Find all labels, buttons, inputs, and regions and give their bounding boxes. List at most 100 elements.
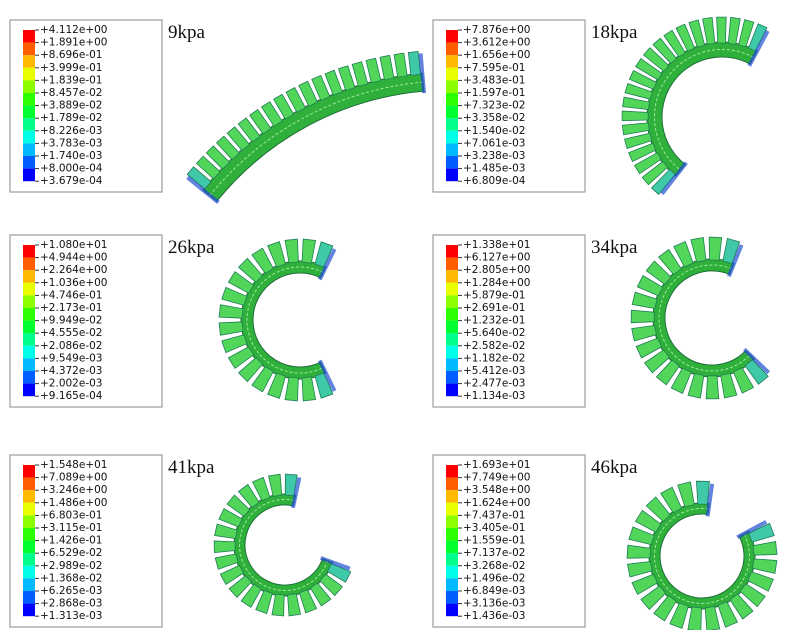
legend-label: +8.457e-02 (40, 87, 102, 99)
legend-swatch (446, 118, 458, 131)
legend-swatch (23, 358, 35, 371)
chamber (753, 542, 777, 556)
panel: +1.080e+01+4.944e+00+2.264e+00+1.036e+00… (10, 235, 335, 407)
legend-label: +6.265e-03 (40, 585, 102, 597)
legend-swatch (446, 503, 458, 516)
legend-swatch (23, 578, 35, 591)
legend-swatch (446, 490, 458, 503)
legend-swatch (23, 321, 35, 334)
chamber (728, 17, 740, 44)
chamber (705, 606, 720, 630)
legend-swatch (23, 283, 35, 296)
legend-swatch (446, 80, 458, 93)
legend-swatch (446, 384, 458, 397)
legend-label: +3.268e-02 (463, 560, 525, 572)
legend-swatch (23, 591, 35, 604)
chamber (703, 17, 715, 44)
legend-label: +3.358e-02 (463, 112, 525, 124)
chamber (269, 474, 282, 496)
chamber (622, 111, 648, 121)
legend-label: +1.891e+00 (40, 37, 107, 49)
legend-label: +1.080e+01 (40, 239, 107, 251)
legend-label: +7.137e-02 (463, 547, 525, 559)
legend-swatch (446, 106, 458, 119)
legend-label: +1.182e-02 (463, 352, 525, 364)
legend-label: +6.127e+00 (463, 252, 530, 264)
legend-label: +3.136e-03 (463, 598, 525, 610)
legend-label: +3.548e+00 (463, 484, 530, 496)
legend-swatch (446, 478, 458, 491)
legend-swatch (23, 258, 35, 271)
legend-label: +1.486e+00 (40, 497, 107, 509)
legend-swatch (446, 295, 458, 308)
chamber (215, 524, 238, 538)
legend-label: +6.803e-01 (40, 509, 102, 521)
legend-label: +9.549e-03 (40, 352, 102, 364)
panel: +1.548e+01+7.089e+00+3.246e+00+1.486e+00… (10, 455, 351, 627)
chamber (352, 62, 368, 87)
legend-label: +4.555e-02 (40, 327, 102, 339)
chamber (632, 325, 657, 341)
legend-swatch (446, 321, 458, 334)
legend-swatch (23, 143, 35, 156)
pressure-label: 26kpa (168, 237, 215, 258)
chamber (721, 373, 737, 398)
chamber (706, 376, 719, 399)
legend-swatch (23, 371, 35, 384)
legend-label: +5.640e-02 (463, 327, 525, 339)
legend-label: +2.477e-03 (463, 378, 525, 390)
legend-swatch (446, 371, 458, 384)
legend-swatch (23, 118, 35, 131)
legend-label: +1.559e-01 (463, 535, 525, 547)
legend-label: +1.496e-02 (463, 572, 525, 584)
legend-label: +1.134e-03 (463, 390, 525, 402)
legend-swatch (446, 528, 458, 541)
legend-swatch (23, 295, 35, 308)
legend-label: +1.368e-02 (40, 572, 102, 584)
legend-label: +2.086e-02 (40, 340, 102, 352)
legend-swatch (23, 80, 35, 93)
legend-label: +1.740e-03 (40, 150, 102, 162)
legend-label: +7.323e-02 (463, 100, 525, 112)
legend-label: +1.789e-02 (40, 112, 102, 124)
legend-swatch (23, 604, 35, 617)
chamber (408, 51, 420, 75)
legend-label: +1.284e+00 (463, 277, 530, 289)
chamber (623, 97, 650, 109)
pressure-label: 18kpa (591, 22, 638, 43)
chamber (632, 292, 657, 308)
legend-label: +8.226e-03 (40, 125, 102, 137)
legend-swatch (23, 270, 35, 283)
legend-label: +7.876e+00 (463, 24, 530, 36)
panel: +1.338e+01+6.127e+00+2.805e+00+1.284e+00… (433, 235, 769, 407)
chamber (272, 594, 284, 616)
legend-swatch (23, 503, 35, 516)
legend-swatch (23, 68, 35, 81)
legend-label: +3.889e-02 (40, 100, 102, 112)
figure: +4.112e+00+1.891e+00+8.696e-01+3.999e-01… (0, 0, 787, 630)
legend-label: +1.693e+01 (463, 459, 530, 471)
legend-swatch (446, 515, 458, 528)
chamber (302, 377, 316, 401)
legend-label: +1.313e-03 (40, 610, 102, 622)
legend-label: +3.612e+00 (463, 37, 530, 49)
chamber (394, 53, 407, 77)
legend-swatch (446, 258, 458, 271)
legend-label: +1.036e+00 (40, 277, 107, 289)
legend-label: +3.115e-01 (40, 522, 102, 534)
legend-label: +7.089e+00 (40, 472, 107, 484)
legend-label: +7.595e-01 (463, 62, 525, 74)
legend-swatch (23, 308, 35, 321)
legend-label: +2.868e-03 (40, 598, 102, 610)
legend-swatch (446, 333, 458, 346)
legend-swatch (446, 346, 458, 359)
legend-swatch (446, 55, 458, 68)
legend-label: +7.437e-01 (463, 509, 525, 521)
legend-label: +8.000e-04 (40, 163, 103, 175)
legend-label: +1.540e-02 (463, 125, 525, 137)
chamber (709, 237, 722, 260)
legend-swatch (446, 270, 458, 283)
legend-swatch (23, 553, 35, 566)
legend-swatch (446, 604, 458, 617)
legend-swatch (23, 55, 35, 68)
